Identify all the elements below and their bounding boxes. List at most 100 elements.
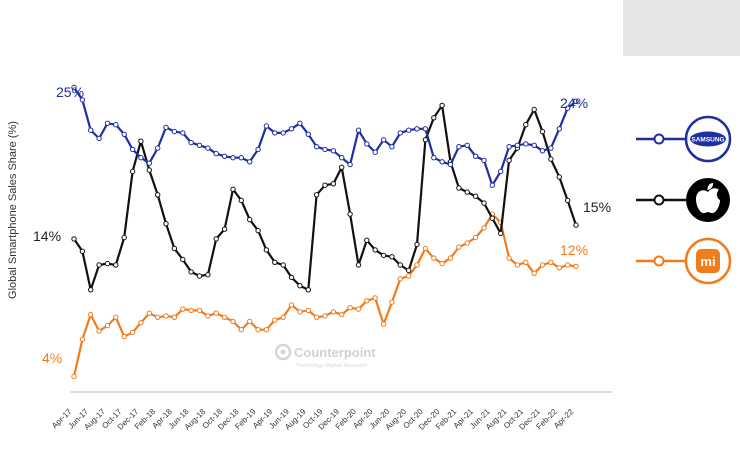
data-point-samsung — [238, 155, 245, 161]
data-point-xiaomi — [113, 314, 119, 320]
data-point-samsung — [355, 127, 362, 133]
data-point-apple — [456, 185, 462, 191]
data-point-apple — [498, 230, 504, 237]
data-point-apple — [439, 102, 445, 109]
data-point-xiaomi — [406, 273, 412, 279]
data-point-apple — [422, 137, 429, 143]
data-point-samsung — [88, 127, 94, 133]
data-point-samsung — [297, 120, 303, 127]
data-point-apple — [489, 215, 495, 221]
data-point-samsung — [397, 130, 403, 136]
data-point-apple — [163, 221, 169, 227]
data-point-apple — [188, 269, 194, 275]
data-point-samsung — [96, 135, 102, 142]
data-point-xiaomi — [188, 307, 194, 314]
x-tick-labels: Apr-17Jun-17Aug-17Oct-17Dec-17Feb-18Apr-… — [50, 407, 576, 432]
data-point-xiaomi — [389, 299, 395, 305]
data-point-xiaomi — [205, 313, 211, 319]
data-point-apple — [121, 234, 127, 241]
data-point-xiaomi — [447, 255, 454, 261]
data-point-xiaomi — [347, 305, 353, 311]
data-point-samsung — [330, 148, 337, 154]
data-point-apple — [397, 262, 403, 268]
data-point-xiaomi — [355, 306, 362, 312]
y-axis-label: Global Smartphone Sales Share (%) — [7, 121, 19, 299]
data-point-xiaomi — [556, 265, 562, 271]
data-point-apple — [104, 260, 111, 267]
data-point-xiaomi — [221, 314, 228, 320]
legend-item-apple — [636, 178, 730, 222]
data-point-apple — [347, 211, 353, 217]
data-point-xiaomi — [297, 309, 303, 315]
data-point-samsung — [180, 130, 186, 136]
series-value-labels: 25% 24% 14% 15% 4% 12% — [33, 84, 611, 366]
data-point-apple — [406, 267, 412, 274]
data-point-apple — [247, 216, 253, 223]
data-point-samsung — [288, 126, 295, 132]
data-point-samsung — [247, 159, 253, 165]
data-point-xiaomi — [414, 262, 420, 268]
data-point-xiaomi — [180, 306, 186, 312]
data-point-samsung — [556, 126, 562, 132]
data-point-apple — [464, 189, 470, 195]
data-point-apple — [255, 227, 261, 234]
data-point-apple — [556, 174, 562, 180]
data-point-apple — [146, 167, 153, 173]
legend: SAMSUNG mi — [636, 115, 732, 285]
data-point-xiaomi — [313, 314, 320, 320]
data-point-xiaomi — [564, 262, 571, 268]
data-point-xiaomi — [88, 311, 94, 318]
data-point-apple — [155, 192, 161, 198]
data-point-apple — [138, 138, 144, 144]
data-point-apple — [180, 256, 186, 263]
series-layer — [71, 84, 579, 380]
data-point-samsung — [188, 139, 194, 146]
data-point-apple — [171, 245, 178, 252]
data-point-apple — [129, 168, 136, 175]
data-point-samsung — [414, 126, 420, 132]
data-point-apple — [96, 262, 102, 268]
xiaomi-logo-text: mi — [700, 254, 715, 269]
data-point-samsung — [439, 159, 445, 165]
data-point-apple — [79, 248, 86, 255]
apple-glyph — [696, 183, 720, 214]
data-point-xiaomi — [472, 234, 479, 241]
x-tick-label: Apr-22 — [552, 407, 576, 431]
samsung-ellipse — [690, 131, 726, 147]
data-point-xiaomi — [330, 309, 337, 315]
data-point-xiaomi — [506, 255, 512, 261]
data-point-xiaomi — [539, 262, 546, 268]
data-point-xiaomi — [255, 327, 261, 333]
data-point-xiaomi — [238, 327, 245, 333]
data-point-xiaomi — [531, 270, 537, 276]
data-point-samsung — [163, 124, 169, 131]
data-point-xiaomi — [171, 314, 178, 320]
data-point-xiaomi — [155, 314, 161, 320]
data-point-samsung — [364, 141, 370, 147]
data-point-samsung — [489, 182, 495, 188]
data-point-apple — [531, 106, 537, 113]
data-point-xiaomi — [288, 302, 295, 308]
data-point-apple — [481, 200, 487, 206]
data-point-samsung — [280, 130, 286, 136]
legend-marker-samsung — [653, 133, 665, 145]
watermark-brand: Counterpoint — [294, 345, 376, 360]
samsung-logo-text: SAMSUNG — [691, 137, 724, 144]
data-point-xiaomi — [322, 313, 328, 319]
data-point-samsung — [129, 146, 136, 153]
series-apple — [71, 102, 579, 293]
data-point-apple — [196, 273, 203, 279]
data-point-xiaomi — [573, 263, 579, 270]
data-point-apple — [339, 164, 345, 171]
data-point-apple — [564, 197, 571, 204]
counterpoint-logo-icon — [274, 343, 292, 361]
data-point-apple — [313, 192, 320, 198]
data-point-xiaomi — [431, 255, 437, 261]
legend-marker-xiaomi — [653, 255, 665, 267]
data-point-apple — [288, 274, 295, 281]
data-point-xiaomi — [280, 314, 286, 320]
data-point-xiaomi — [364, 298, 370, 304]
data-point-samsung — [121, 131, 127, 138]
